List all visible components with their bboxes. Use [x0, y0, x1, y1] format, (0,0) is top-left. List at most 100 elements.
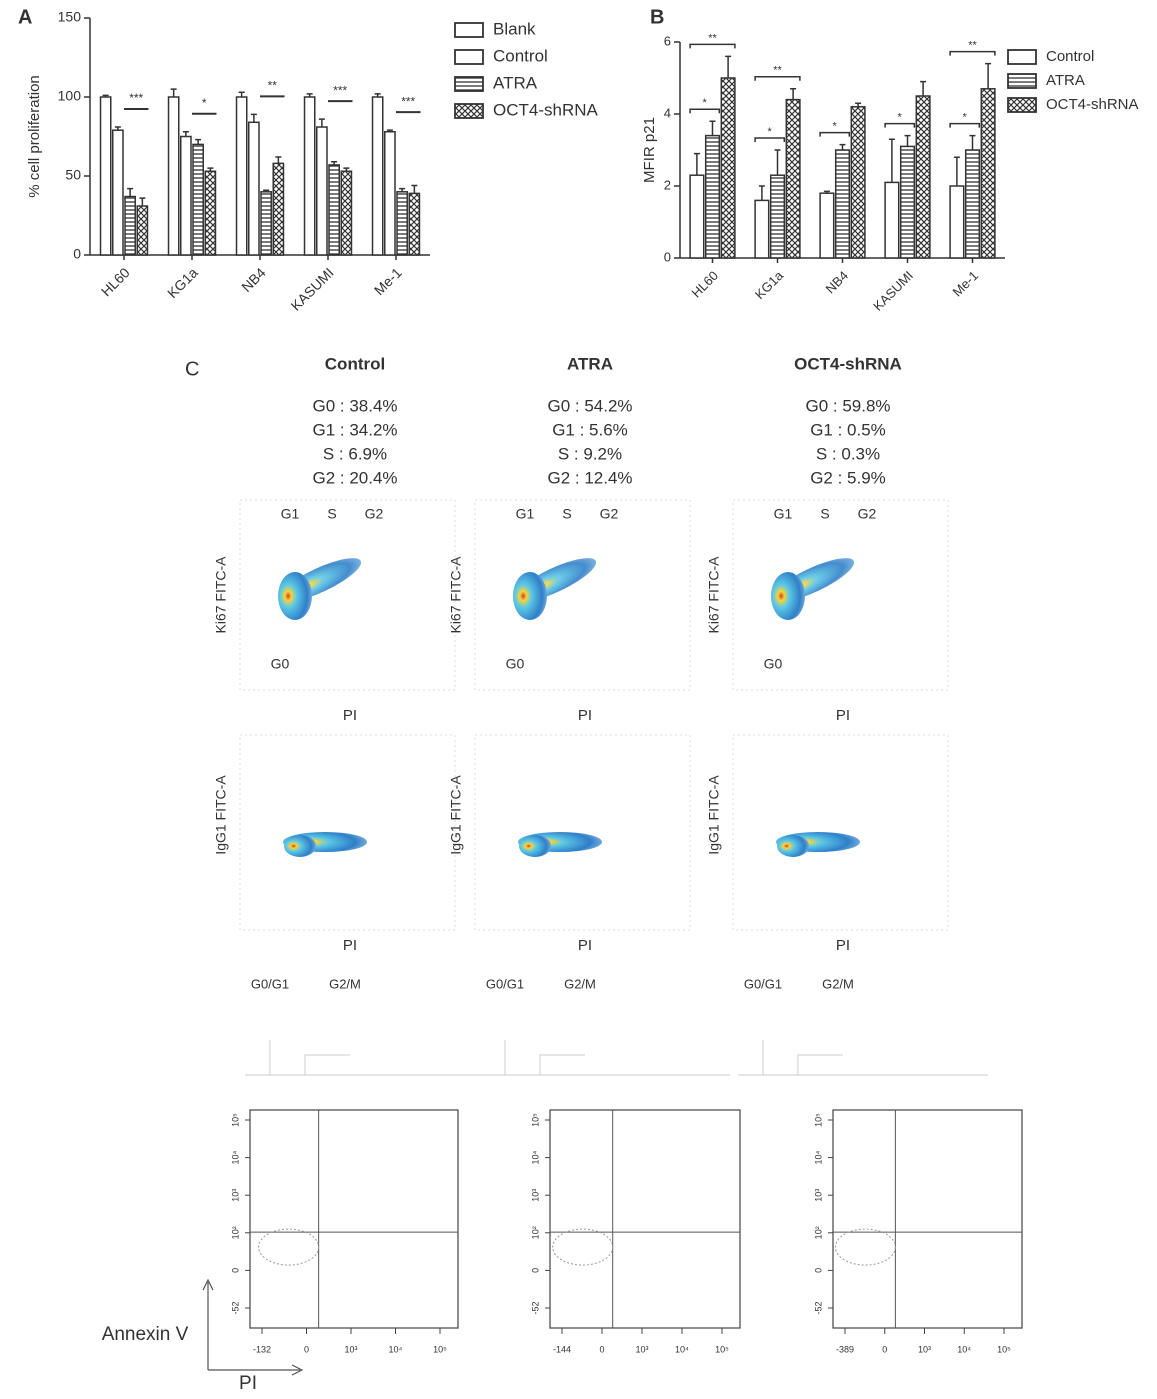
legend-swatch: [454, 103, 484, 119]
bar: [328, 164, 340, 256]
plot-frame: [239, 499, 456, 691]
legend-label: OCT4-shRNA: [493, 100, 599, 119]
y-tick-label: 10³: [813, 1189, 823, 1202]
histogram-trace: [738, 1040, 988, 1076]
x-tick-label: 0: [599, 1344, 604, 1354]
x-tick-label: -389: [836, 1344, 854, 1354]
y-tick-label: 6: [664, 33, 671, 48]
legend-label: ATRA: [1046, 72, 1085, 89]
significance-bracket: [884, 122, 916, 128]
error-bar: [725, 55, 732, 78]
plot-frame: [474, 499, 691, 691]
y-tick-label: 10²: [813, 1226, 823, 1239]
x-tick-label: KG1a: [752, 267, 787, 302]
axis-label: PI: [836, 937, 850, 954]
bar: [754, 199, 770, 259]
error-bar: [985, 62, 992, 89]
axis-legend-label: Annexin V: [102, 1324, 189, 1345]
legend-label: Blank: [493, 19, 536, 38]
bar: [260, 191, 272, 256]
phase-label: G1: [281, 506, 300, 522]
error-bar: [709, 120, 716, 136]
error-bar: [693, 152, 700, 176]
bar: [136, 205, 149, 256]
bar: [819, 192, 835, 259]
y-axis-label: MFIR p21: [641, 117, 658, 183]
phase-stat: G2 : 5.9%: [810, 468, 886, 487]
bar: [204, 170, 217, 256]
error-bar: [170, 88, 177, 97]
phase-label: S: [327, 506, 336, 522]
phase-label: G1: [774, 506, 793, 522]
bar: [340, 170, 353, 256]
legend-label: Control: [493, 46, 548, 65]
y-tick-label: 0: [813, 1268, 823, 1273]
histogram-trace: [245, 1040, 495, 1076]
column-title: ATRA: [567, 354, 613, 373]
panel-label: C: [185, 358, 199, 380]
axis-label: PI: [836, 707, 850, 724]
phase-stat: G1 : 0.5%: [810, 420, 886, 439]
significance-label: *: [963, 112, 968, 124]
bar: [915, 95, 931, 259]
bar: [248, 121, 260, 256]
histogram-trace: [480, 1040, 730, 1076]
y-tick-label: 10³: [530, 1189, 540, 1202]
significance-bracket: [689, 43, 736, 49]
legend-label: Control: [1046, 48, 1094, 65]
significance-label: ***: [129, 91, 143, 105]
error-bar: [207, 167, 214, 172]
phase-label: G1: [516, 506, 535, 522]
bar: [303, 96, 316, 256]
error-bar: [127, 187, 134, 197]
error-bar: [399, 187, 406, 192]
error-bar: [114, 126, 121, 131]
y-tick-label: -52: [530, 1301, 540, 1314]
y-tick-label: -52: [813, 1301, 823, 1314]
phase-stat: S : 9.2%: [558, 444, 622, 463]
y-tick-label: 2: [664, 177, 671, 192]
error-bar: [250, 113, 257, 123]
histogram-label: G0/G1: [251, 976, 289, 991]
y-tick-label: 0: [73, 246, 81, 262]
bar: [980, 88, 996, 259]
phase-stat: G1 : 5.6%: [552, 420, 628, 439]
y-tick-label: 100: [58, 88, 82, 104]
plot-frame: [249, 1109, 459, 1329]
plot-frame: [474, 734, 691, 931]
axis-label: Ki67 FITC-A: [706, 556, 722, 634]
significance-label: **: [708, 32, 717, 44]
density-cloud: [771, 572, 805, 620]
phase-label: S: [562, 506, 571, 522]
axis-label: PI: [578, 937, 592, 954]
significance-bracket: [949, 122, 981, 128]
error-bar: [920, 80, 927, 96]
legend-label: OCT4-shRNA: [1046, 96, 1139, 113]
significance-bracket: [689, 108, 721, 114]
phase-label: G0: [506, 656, 525, 672]
legend-swatch: [1007, 97, 1037, 113]
error-bar: [758, 185, 765, 201]
y-tick-label: 10⁴: [530, 1151, 540, 1165]
bar: [408, 192, 421, 256]
column-title: Control: [325, 354, 385, 373]
error-bar: [182, 131, 189, 137]
legend-swatch: [454, 49, 484, 65]
x-tick-label: 10⁵: [715, 1344, 729, 1354]
error-bar: [195, 138, 202, 145]
axis-label: PI: [578, 707, 592, 724]
axis-label: PI: [343, 937, 357, 954]
significance-label: *: [768, 126, 773, 138]
phase-label: G2: [365, 506, 384, 522]
legend-swatch: [454, 22, 484, 38]
phase-stat: G2 : 12.4%: [547, 468, 632, 487]
phase-stat: G2 : 20.4%: [312, 468, 397, 487]
x-tick-label: 10⁴: [957, 1344, 971, 1354]
error-bar: [263, 189, 270, 192]
y-tick-label: 10⁵: [530, 1113, 540, 1127]
column-title: OCT4-shRNA: [794, 354, 902, 373]
y-tick-label: 10²: [230, 1226, 240, 1239]
error-bar: [275, 156, 282, 164]
bar: [769, 174, 786, 259]
